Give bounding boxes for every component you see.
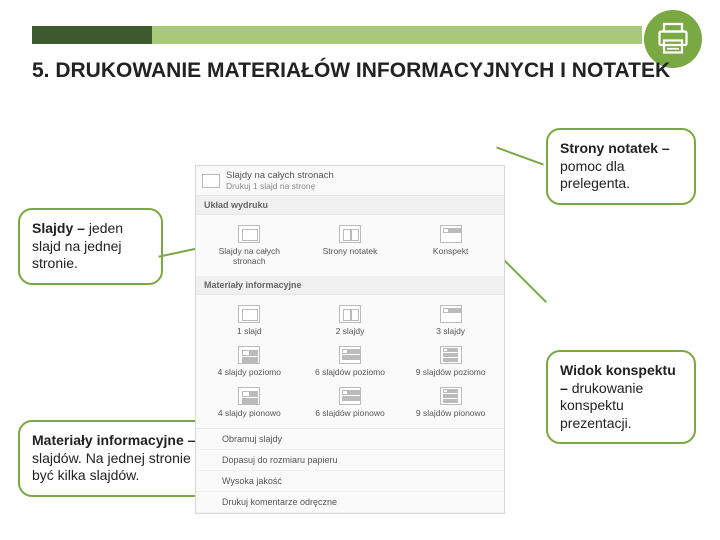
extra-label: Dopasuj do rozmiaru papieru (222, 455, 338, 465)
option-thumb-icon (339, 305, 361, 323)
print-layout-panel: Slajdy na całych stronach Drukuj 1 slajd… (195, 165, 505, 514)
option-label: 1 slajd (237, 326, 262, 336)
handout-option[interactable]: 3 slajdy (401, 301, 500, 340)
option-label: Slajdy na całych stronach (202, 246, 297, 266)
handout-option[interactable]: 6 slajdów pionowo (301, 383, 400, 422)
panel-top-label: Slajdy na całych stronach (226, 170, 334, 181)
extra-label: Obramuj slajdy (222, 434, 282, 444)
handout-options-grid: 1 slajd 2 slajdy 3 slajdy 4 slajdy poziomo 6… (196, 295, 504, 428)
callout-handouts-bold: Materiały informacyjne – (32, 432, 199, 448)
option-thumb-icon (440, 225, 462, 243)
option-label: 6 slajdów poziomo (315, 367, 385, 377)
slide-title: 5. DRUKOWANIE MATERIAŁÓW INFORMACYJNYCH … (32, 58, 670, 84)
option-label: 3 slajdy (436, 326, 465, 336)
connector-line (496, 147, 544, 166)
slide-thumb-icon (202, 174, 220, 188)
option-thumb-icon (440, 346, 462, 364)
option-label: 6 slajdów pionowo (315, 408, 384, 418)
option-thumb-icon (339, 346, 361, 364)
option-label: Konspekt (433, 246, 468, 256)
extra-label: Drukuj komentarze odręczne (222, 497, 337, 507)
layout-option[interactable]: Strony notatek (301, 221, 400, 270)
bar-light-segment (152, 26, 642, 44)
panel-top-text: Slajdy na całych stronach Drukuj 1 slajd… (226, 170, 334, 191)
option-thumb-icon (440, 387, 462, 405)
handout-option[interactable]: 9 slajdów pionowo (401, 383, 500, 422)
handout-option[interactable]: 1 slajd (200, 301, 299, 340)
option-thumb-icon (238, 346, 260, 364)
handout-option[interactable]: 4 slajdy poziomo (200, 342, 299, 381)
section-layout-label: Układ wydruku (196, 196, 504, 215)
extra-option[interactable]: Dopasuj do rozmiaru papieru (196, 450, 504, 471)
option-label: 4 slajdy poziomo (218, 367, 281, 377)
callout-notes-text: pomoc dla prelegenta. (560, 158, 630, 192)
callout-outline: Widok konspektu – drukowanie konspektu p… (546, 350, 696, 444)
option-label: 4 slajdy pionowo (218, 408, 281, 418)
layout-options-grid: Slajdy na całych stronach Strony notatek K… (196, 215, 504, 276)
callout-outline-text: drukowanie konspektu prezentacji. (560, 380, 643, 431)
option-thumb-icon (238, 387, 260, 405)
handout-option[interactable]: 9 slajdów poziomo (401, 342, 500, 381)
callout-notes-bold: Strony notatek – (560, 140, 670, 156)
callout-slides: Slajdy – jeden slajd na jednej stronie. (18, 208, 163, 285)
option-thumb-icon (238, 225, 260, 243)
extra-option[interactable]: Wysoka jakość (196, 471, 504, 492)
option-thumb-icon (339, 387, 361, 405)
extras-list: Obramuj slajdy Dopasuj do rozmiaru papier… (196, 428, 504, 513)
header-bar (32, 26, 642, 44)
handout-option[interactable]: 6 slajdów poziomo (301, 342, 400, 381)
extra-label: Wysoka jakość (222, 476, 282, 486)
callout-notes: Strony notatek – pomoc dla prelegenta. (546, 128, 696, 205)
printer-icon (655, 21, 691, 57)
bar-dark-segment (32, 26, 152, 44)
extra-option[interactable]: Drukuj komentarze odręczne (196, 492, 504, 513)
option-label: Strony notatek (323, 246, 378, 256)
panel-current-selection[interactable]: Slajdy na całych stronach Drukuj 1 slajd… (196, 166, 504, 196)
option-thumb-icon (339, 225, 361, 243)
option-label: 2 slajdy (336, 326, 365, 336)
handout-option[interactable]: 2 slajdy (301, 301, 400, 340)
option-thumb-icon (440, 305, 462, 323)
option-label: 9 slajdów poziomo (416, 367, 486, 377)
layout-option[interactable]: Konspekt (401, 221, 500, 270)
option-label: 9 slajdów pionowo (416, 408, 485, 418)
callout-slides-bold: Slajdy – (32, 220, 89, 236)
handout-option[interactable]: 4 slajdy pionowo (200, 383, 299, 422)
option-thumb-icon (238, 305, 260, 323)
panel-top-sub: Drukuj 1 slajd na stronę (226, 181, 334, 191)
extra-option[interactable]: Obramuj slajdy (196, 429, 504, 450)
section-handouts-label: Materiały informacyjne (196, 276, 504, 295)
layout-option[interactable]: Slajdy na całych stronach (200, 221, 299, 270)
connector-line (503, 259, 547, 303)
